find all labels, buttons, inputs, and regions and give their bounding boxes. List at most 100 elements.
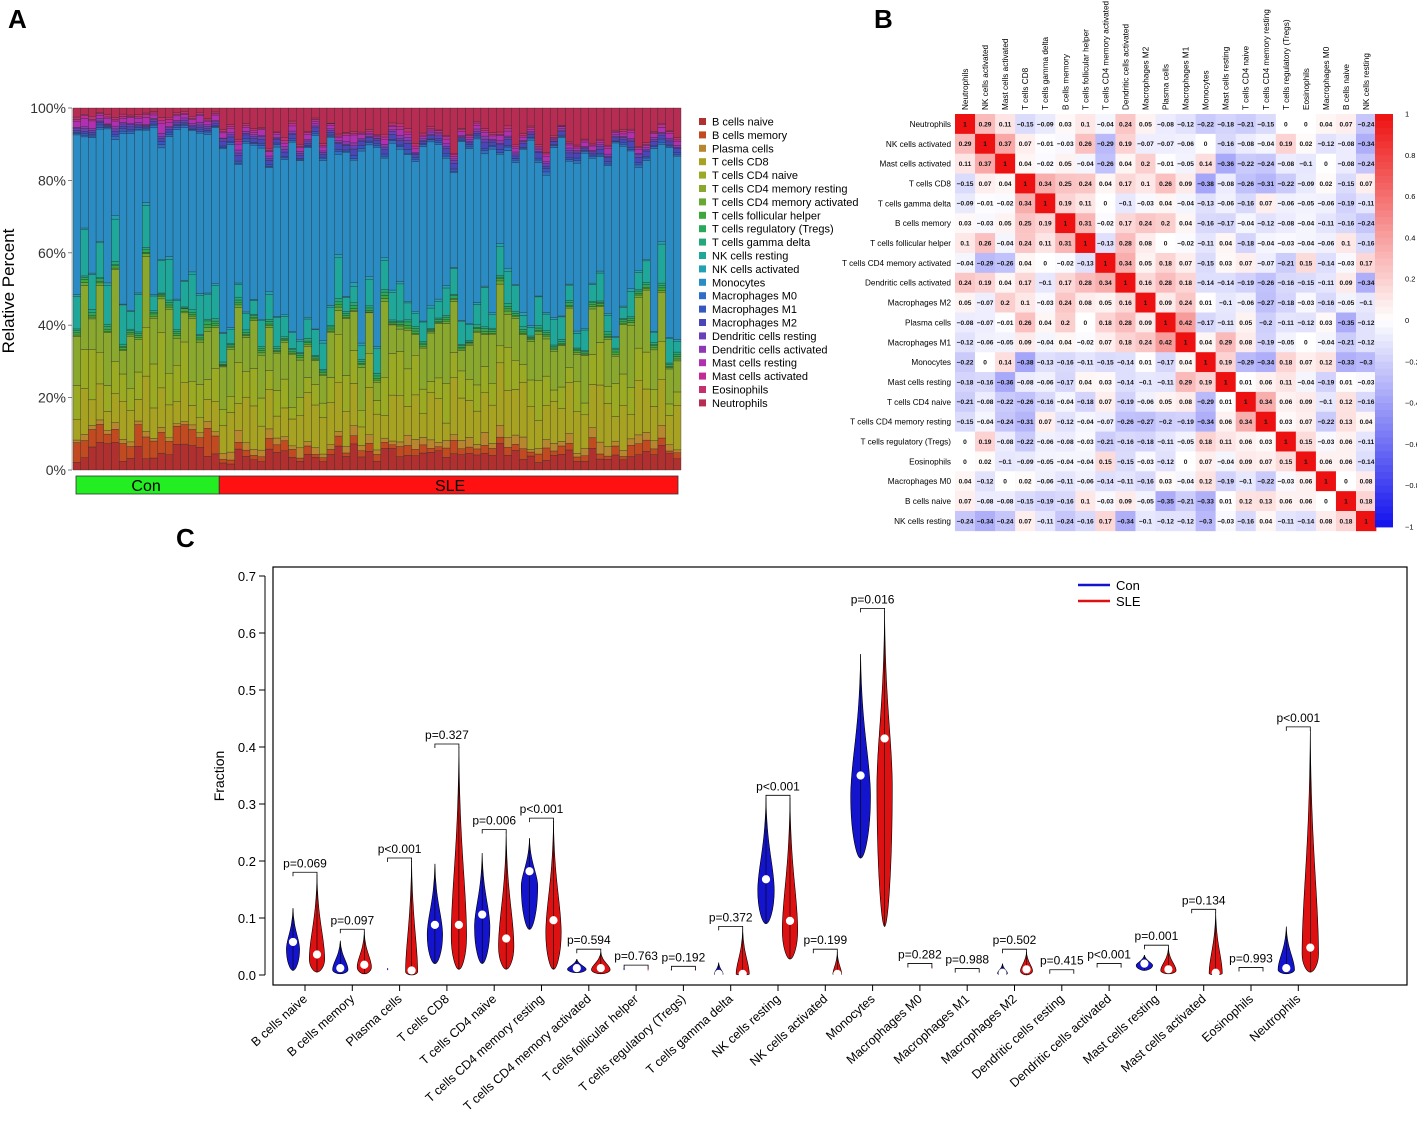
bar-segment [503,267,512,272]
bar-segment [134,127,143,130]
bar-segment [596,303,605,306]
bar-segment [249,315,258,318]
bar-segment [180,107,189,112]
bar-segment [673,145,682,148]
bar-segment [657,290,666,293]
bar-segment [503,437,512,448]
bar-segment [111,120,120,127]
cell-value: −0.04 [957,260,974,267]
heatmap-cell [1275,292,1297,313]
cell-value: −0.34 [977,518,994,525]
bar-segment [611,141,620,144]
cell-value: 0.18 [1119,340,1132,347]
bar-segment [165,259,174,301]
bar-segment [457,454,466,471]
heatmap-cell [955,451,976,472]
median-point-sle [1117,967,1126,976]
bar-segment [526,129,535,132]
bar-segment [557,136,566,138]
panel-label-c: C [176,523,195,553]
bar-segment [626,138,636,141]
colorbar-step [1375,155,1393,163]
cell-value: 0.03 [959,221,972,228]
heatmap-cell [955,193,976,214]
cell-value: 0.25 [1059,181,1072,188]
bar-segment [219,140,228,147]
bar-segment [257,350,266,354]
significance-bracket [1096,963,1122,968]
cell-value: −0.05 [1298,201,1315,208]
bar-segment [334,435,343,447]
bar-segment [380,295,389,299]
bar-segment [580,107,589,140]
bar-segment [265,155,274,159]
bar-segment [619,324,628,375]
bar-segment [334,257,343,299]
bar-segment [242,332,251,335]
cell-value: 0.17 [1019,280,1032,287]
heatmap-cell [995,511,1016,532]
bar-segment [488,329,497,332]
bar-segment [565,144,574,149]
cell-value: −0.08 [1057,439,1074,446]
bar-segment [296,397,305,416]
heatmap-cell [1055,213,1076,234]
bar-segment [88,128,97,131]
heatmap-cell [1335,272,1357,293]
bar-segment [288,141,297,332]
cell-value: −0.04 [1217,459,1234,466]
bar-segment [603,153,612,157]
cell-value: 0.26 [1159,181,1172,188]
bar-segment [88,316,97,320]
bar-segment [219,462,228,471]
bar-segment [611,134,620,137]
bar-segment [549,344,559,347]
bar-segment [180,119,189,123]
bar-segment [449,352,458,378]
bar-segment [573,456,582,462]
bar-segment [280,149,289,153]
bar-segment [157,144,166,149]
bar-segment [650,131,659,133]
bar-segment [480,366,489,393]
bar-segment [534,146,543,149]
bar-segment [134,399,143,422]
cell-value: −0.14 [1117,379,1134,386]
bar-segment [419,107,428,134]
bar-segment [419,344,428,347]
colorbar-step [1375,520,1393,528]
bar-segment [380,153,389,157]
heatmap-cell [1115,193,1136,214]
bar-segment [396,281,405,285]
bar-segment [380,157,389,259]
bar-segment [103,125,112,128]
bar-segment [603,148,612,155]
bar-segment [488,443,497,449]
bar-segment [172,112,181,115]
bar-segment [226,347,235,350]
bar-segment [226,344,235,347]
bar-segment [611,355,620,384]
bar-segment [650,349,659,390]
bar-segment [526,132,535,135]
cell-value: 0.26 [1019,320,1032,327]
bar-segment [72,116,81,120]
cell-value: −0.08 [977,399,994,406]
bar-segment [457,107,466,129]
cell-value: 0.04 [1039,320,1052,327]
bar-segment [72,328,81,331]
bar-segment [526,140,535,326]
heatmap-cell [975,372,996,393]
bar-segment [634,443,643,455]
bar-segment [257,136,266,140]
bar-segment [111,265,120,269]
heatmap-cell [1195,213,1216,234]
cell-value: 1 [1164,320,1168,327]
colorbar-step [1375,196,1393,204]
heatmap-cell [1055,312,1076,333]
bar-segment [657,379,666,426]
cell-value: −0.29 [1237,360,1254,367]
bar-segment [480,334,489,367]
bar-segment [619,373,628,406]
bar-segment [565,302,574,306]
